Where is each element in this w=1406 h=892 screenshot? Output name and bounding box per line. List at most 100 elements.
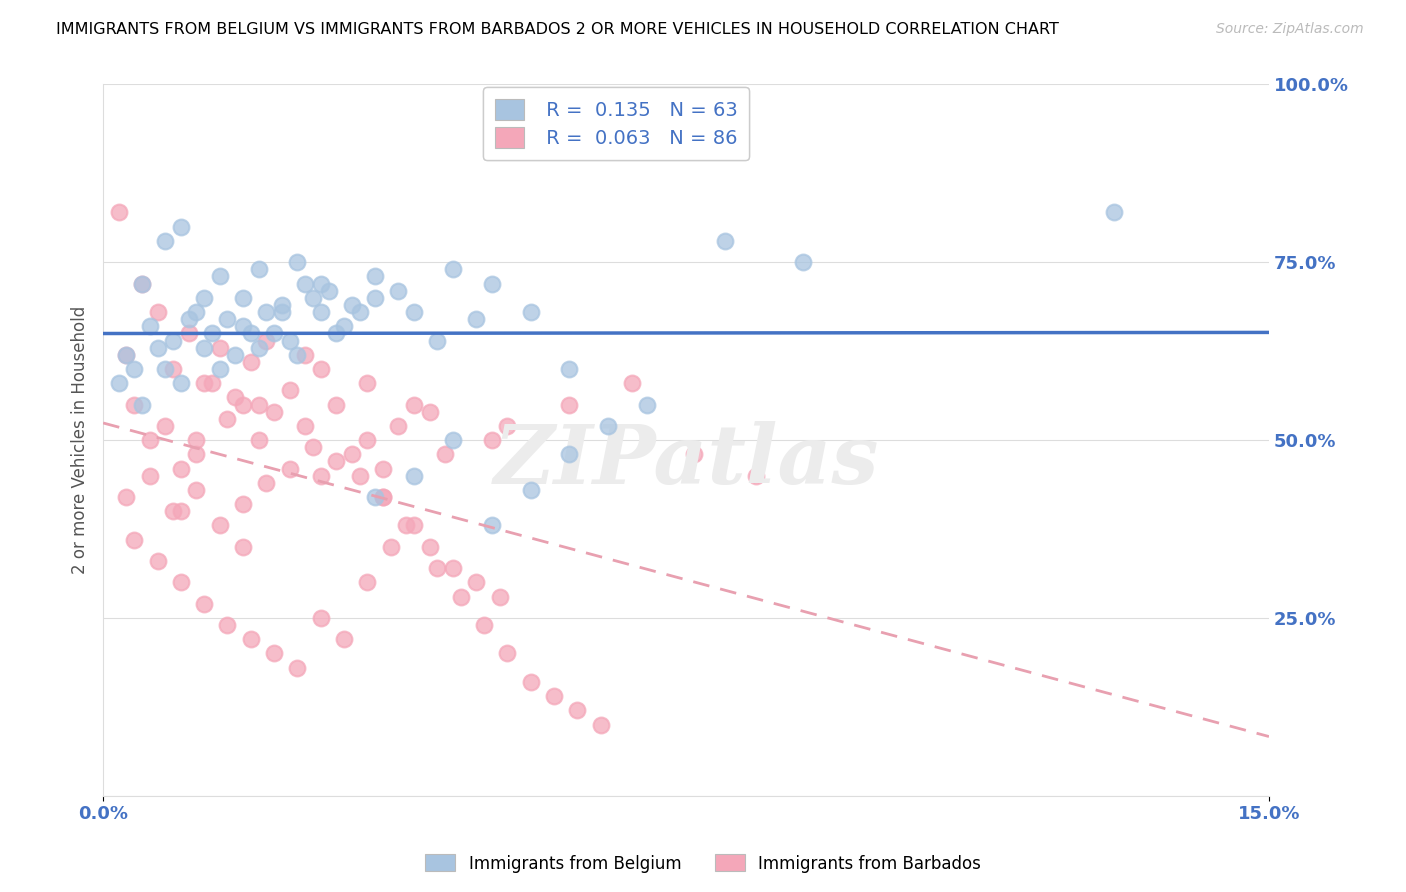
Point — [364, 269, 387, 284]
Point — [155, 234, 177, 248]
Point — [224, 348, 246, 362]
Point — [177, 312, 200, 326]
Point — [481, 518, 503, 533]
Point — [371, 490, 394, 504]
Point — [170, 575, 193, 590]
Point — [450, 590, 472, 604]
Point — [419, 404, 441, 418]
Point — [340, 447, 363, 461]
Point — [193, 341, 215, 355]
Point — [254, 305, 277, 319]
Point — [278, 384, 301, 398]
Point — [239, 326, 262, 341]
Point — [232, 540, 254, 554]
Point — [217, 618, 239, 632]
Point — [254, 334, 277, 348]
Point — [309, 362, 332, 376]
Point — [465, 575, 488, 590]
Point — [170, 461, 193, 475]
Point — [139, 468, 162, 483]
Point — [309, 611, 332, 625]
Point — [217, 411, 239, 425]
Point — [217, 312, 239, 326]
Point — [419, 540, 441, 554]
Text: ZIPatlas: ZIPatlas — [494, 421, 879, 501]
Point — [208, 341, 231, 355]
Point — [146, 305, 169, 319]
Point — [193, 291, 215, 305]
Point — [162, 362, 184, 376]
Point — [792, 255, 814, 269]
Point — [371, 490, 394, 504]
Point — [402, 468, 425, 483]
Point — [208, 269, 231, 284]
Point — [270, 298, 292, 312]
Point — [558, 362, 581, 376]
Point — [465, 312, 488, 326]
Point — [155, 362, 177, 376]
Text: Source: ZipAtlas.com: Source: ZipAtlas.com — [1216, 22, 1364, 37]
Point — [426, 561, 449, 575]
Point — [496, 647, 519, 661]
Point — [107, 376, 129, 391]
Point — [247, 262, 270, 277]
Point — [115, 490, 138, 504]
Point — [193, 376, 215, 391]
Y-axis label: 2 or more Vehicles in Household: 2 or more Vehicles in Household — [72, 306, 89, 574]
Point — [302, 291, 325, 305]
Point — [278, 334, 301, 348]
Point — [170, 219, 193, 234]
Point — [395, 518, 418, 533]
Point — [309, 305, 332, 319]
Point — [170, 376, 193, 391]
Point — [254, 475, 277, 490]
Point — [186, 433, 208, 447]
Point — [558, 447, 581, 461]
Point — [201, 376, 224, 391]
Point — [139, 319, 162, 334]
Point — [263, 404, 285, 418]
Point — [146, 554, 169, 568]
Point — [598, 418, 620, 433]
Point — [302, 440, 325, 454]
Point — [294, 348, 316, 362]
Point — [402, 518, 425, 533]
Point — [122, 398, 145, 412]
Point — [232, 497, 254, 511]
Point — [107, 205, 129, 219]
Point — [177, 326, 200, 341]
Point — [115, 348, 138, 362]
Legend: Immigrants from Belgium, Immigrants from Barbados: Immigrants from Belgium, Immigrants from… — [419, 847, 987, 880]
Point — [441, 433, 464, 447]
Point — [193, 597, 215, 611]
Point — [481, 277, 503, 291]
Point — [426, 334, 449, 348]
Point — [349, 468, 371, 483]
Point — [170, 504, 193, 518]
Point — [239, 355, 262, 369]
Point — [364, 490, 387, 504]
Point — [481, 433, 503, 447]
Point — [287, 348, 309, 362]
Point — [287, 255, 309, 269]
Point — [472, 618, 495, 632]
Point — [325, 398, 347, 412]
Point — [519, 305, 541, 319]
Point — [402, 305, 425, 319]
Point — [232, 398, 254, 412]
Point — [131, 398, 153, 412]
Point — [356, 376, 378, 391]
Point — [139, 433, 162, 447]
Point — [558, 398, 581, 412]
Point — [239, 632, 262, 647]
Point — [333, 632, 356, 647]
Point — [387, 418, 409, 433]
Point — [714, 234, 737, 248]
Point — [263, 326, 285, 341]
Point — [371, 461, 394, 475]
Point — [333, 319, 356, 334]
Point — [294, 418, 316, 433]
Point — [263, 647, 285, 661]
Point — [208, 362, 231, 376]
Point — [496, 418, 519, 433]
